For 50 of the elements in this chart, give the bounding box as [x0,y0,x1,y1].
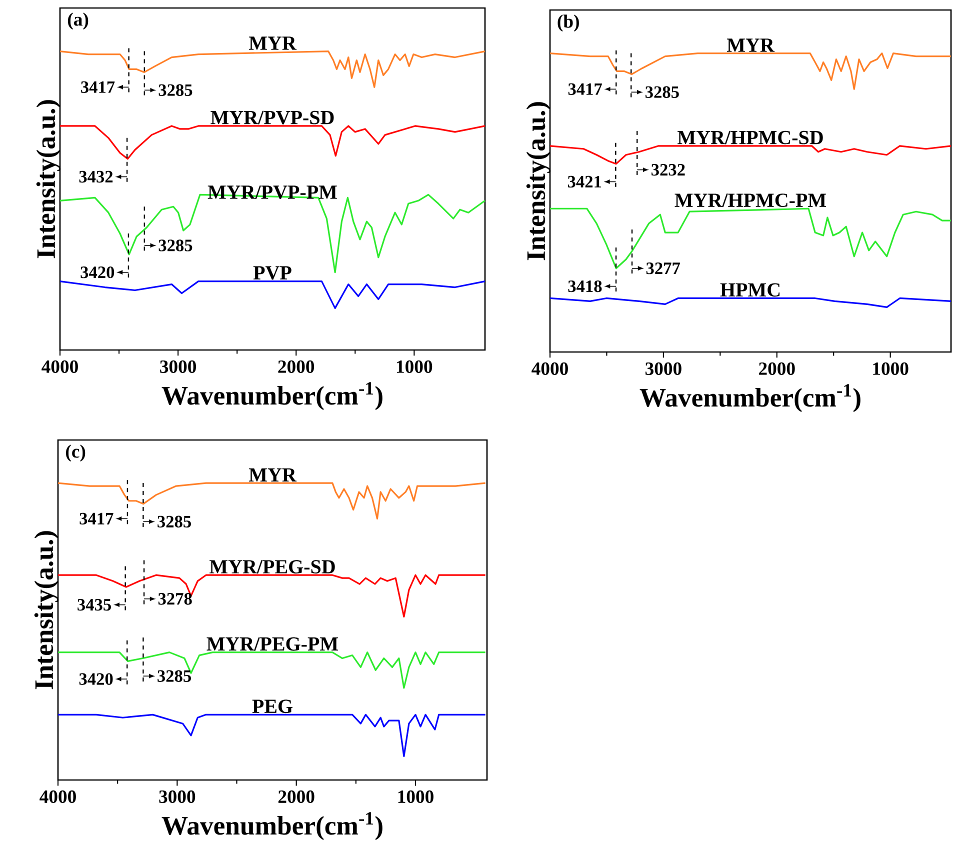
x-tick-label: 4000 [40,790,76,804]
series-label: MYR [726,38,775,52]
series-label: PEG [252,700,292,714]
y-axis-title: Intensity(a.u.) [34,531,59,690]
chart-title: (c) [66,444,86,462]
x-tick-label: 4000 [532,362,568,375]
annotation: 3232 [652,164,685,176]
annotation: 3432 [79,170,113,183]
series-label: HPMC [720,283,780,297]
annotation: 3420 [80,266,114,278]
series-label: PVP [253,266,292,280]
x-tick-label: 4000 [42,360,78,373]
annotation: 3285 [645,86,679,98]
series-label: MYR/PEG-SD [210,560,335,574]
x-tick-label: 3000 [159,790,196,804]
series-label: MYR/HPMC-PM [674,194,826,208]
annotation: 3417 [81,81,115,93]
annotation: 3278 [158,593,192,605]
series-label: MYR/HPMC-SD [678,130,823,144]
annotation: 3285 [158,516,191,528]
series-label: MYR/PVP-SD [210,110,334,124]
y-axis-title: Intensity(a.u.) [36,100,61,258]
annotation: 3277 [646,262,680,274]
x-axis-title: Wavenumber(cm$^{-1}$) [640,384,860,412]
x-tick-label: 2000 [278,790,314,804]
annotation: 3417 [80,512,114,525]
x-tick-label: 1000 [397,360,432,373]
chart-title: (b) [558,14,579,32]
y-axis-title: Intensity(a.u.) [526,102,551,260]
x-tick-label: 3000 [645,362,682,375]
annotation: 3285 [158,670,191,682]
annotation: 3418 [568,280,602,292]
chart-title: (a) [68,12,88,30]
x-tick-label: 3000 [160,360,196,373]
annotation: 3285 [158,240,192,252]
annotation: 3420 [79,673,113,685]
series-label: MYR/PEG-PM [206,637,338,651]
x-tick-label: 1000 [873,362,908,375]
series-label: MYR/PVP-PM [208,186,337,200]
annotation: 3435 [78,598,111,611]
series-label: MYR [248,468,297,482]
x-axis-title: Wavenumber(cm$^{-1}$) [162,812,382,840]
annotation: 3421 [568,176,602,188]
x-tick-label: 2000 [758,362,795,375]
x-axis-title: Wavenumber(cm$^{-1}$) [162,382,382,410]
series-label: MYR [248,36,297,50]
x-tick-label: 1000 [398,790,434,804]
x-tick-label: 2000 [278,360,314,373]
annotation: 3417 [568,83,602,95]
annotation: 3285 [158,84,192,96]
